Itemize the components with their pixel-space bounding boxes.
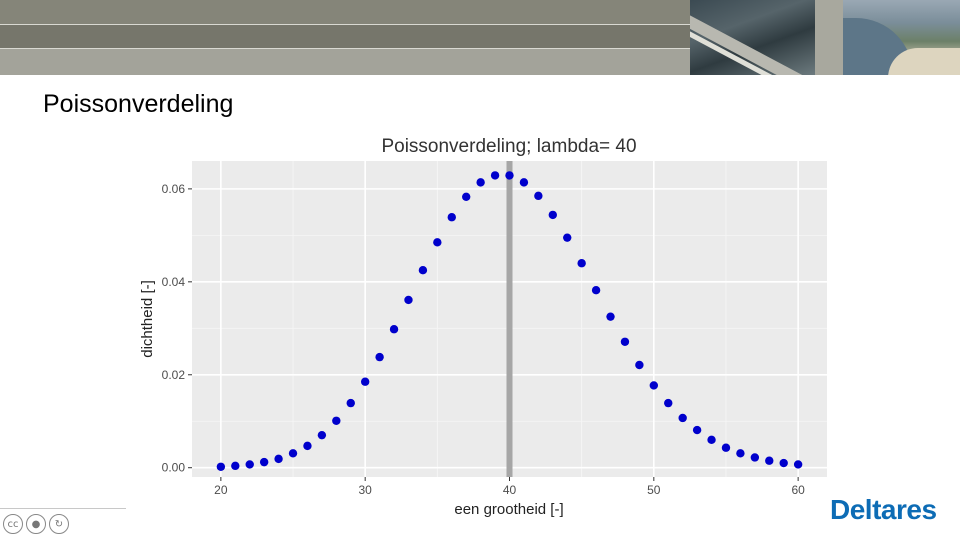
data-point — [606, 312, 615, 321]
data-point — [563, 233, 572, 242]
chart-title: Poissonverdeling; lambda= 40 — [381, 136, 636, 157]
data-point — [346, 398, 355, 408]
banner-stripe — [0, 0, 690, 24]
data-point — [462, 192, 471, 201]
data-point — [274, 454, 283, 464]
data-point — [534, 191, 543, 201]
data-point — [375, 352, 384, 362]
data-point — [664, 398, 673, 408]
x-axis-label: een grootheid [-] — [454, 501, 563, 518]
data-point — [620, 337, 630, 346]
data-point — [649, 381, 659, 390]
slide-title: Poissonverdeling — [43, 90, 234, 118]
data-point — [332, 416, 341, 425]
data-point — [447, 213, 456, 222]
data-point — [793, 460, 803, 469]
data-point — [288, 449, 298, 458]
data-point — [231, 461, 240, 471]
data-point — [577, 259, 586, 268]
data-point — [216, 462, 226, 471]
y-axis-ticks: 0.00 0.02 0.04 0.06 — [162, 182, 192, 475]
data-points — [216, 171, 803, 471]
data-point — [433, 238, 442, 247]
deltares-logo: Deltares — [830, 494, 937, 525]
banner-stripe — [0, 49, 690, 75]
data-point — [303, 441, 312, 451]
data-point — [389, 325, 399, 334]
data-point — [707, 435, 716, 445]
license-badge: cc ● ↻ — [3, 514, 69, 534]
sa-icon: ↻ — [49, 514, 69, 534]
data-point — [750, 453, 760, 462]
banner-divider — [0, 24, 690, 25]
banner-spacer — [815, 0, 843, 75]
cc-icon: cc — [3, 514, 23, 534]
data-point — [418, 266, 428, 275]
x-tick-label: 40 — [503, 483, 517, 497]
banner-stripe — [0, 25, 690, 48]
x-tick-label: 50 — [647, 483, 661, 497]
x-axis-ticks: 20 30 40 50 60 — [214, 477, 805, 497]
data-point — [678, 413, 687, 423]
data-point — [548, 210, 557, 220]
y-axis-label: dichtheid [-] — [139, 280, 156, 358]
data-point — [259, 457, 269, 467]
y-tick-label: 0.00 — [162, 461, 186, 475]
data-point — [736, 449, 745, 458]
x-tick-label: 60 — [791, 483, 805, 497]
data-point — [765, 456, 774, 465]
data-point — [404, 295, 413, 305]
data-point — [360, 377, 370, 386]
data-point — [505, 171, 514, 180]
banner-divider — [0, 48, 690, 49]
data-point — [245, 460, 254, 469]
data-point — [779, 458, 788, 468]
data-point — [635, 360, 644, 370]
x-tick-label: 30 — [359, 483, 373, 497]
bridge-photo — [690, 0, 815, 75]
data-point — [317, 430, 327, 440]
data-point — [490, 171, 500, 180]
data-point — [591, 285, 601, 295]
data-point — [519, 178, 529, 187]
y-tick-label: 0.06 — [162, 182, 186, 196]
x-tick-label: 20 — [214, 483, 228, 497]
data-point — [692, 425, 702, 435]
footer-divider — [0, 508, 126, 509]
data-point — [721, 443, 731, 452]
coastline-photo — [843, 0, 960, 75]
poisson-chart: Poissonverdeling; lambda= 40 20 30 40 50 60 … — [139, 136, 827, 518]
y-tick-label: 0.04 — [162, 275, 186, 289]
data-point — [476, 178, 485, 187]
header-banner — [0, 0, 960, 75]
y-tick-label: 0.02 — [162, 368, 186, 382]
by-icon: ● — [26, 514, 46, 534]
